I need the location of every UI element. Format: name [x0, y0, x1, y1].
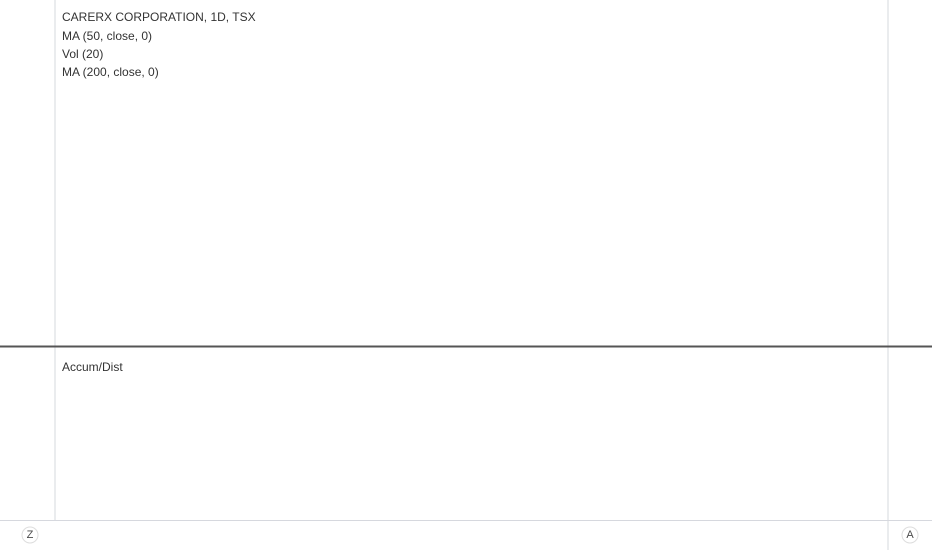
chart-title: CARERX CORPORATION, 1D, TSX [62, 10, 256, 24]
legend-volume: Vol (20) [62, 47, 103, 61]
button-bg[interactable] [21, 526, 39, 544]
button-z[interactable]: Z [27, 529, 34, 541]
button-bg[interactable] [901, 526, 919, 544]
pane-title: Accum/Dist [62, 360, 123, 374]
button-a[interactable]: A [906, 529, 914, 541]
legend-ma50: MA (50, close, 0) [62, 29, 152, 43]
legend-ma200: MA (200, close, 0) [62, 65, 159, 79]
